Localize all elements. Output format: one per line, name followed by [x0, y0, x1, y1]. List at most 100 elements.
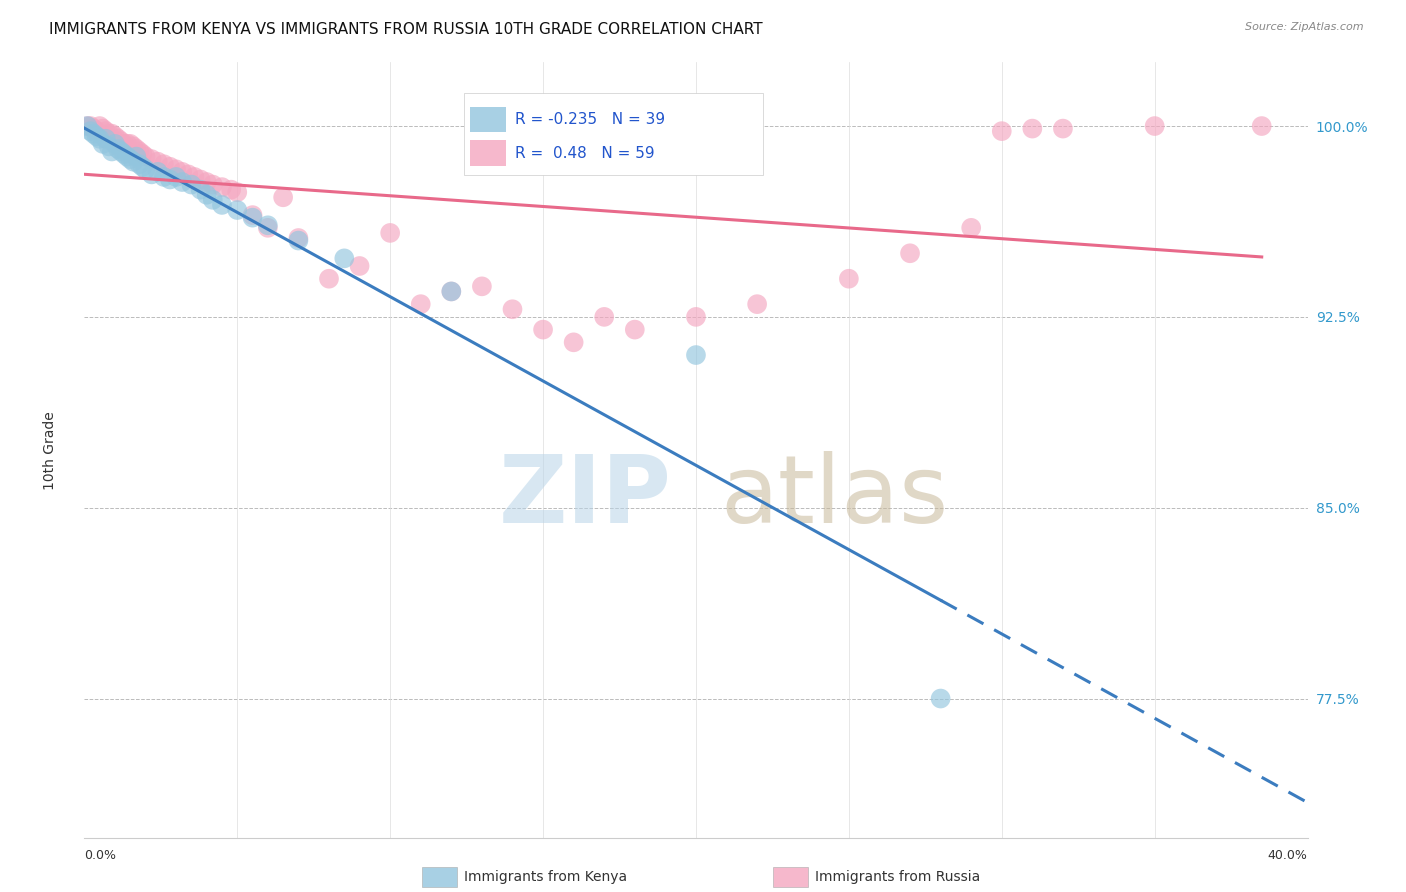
Point: [97, 139, 120, 153]
Point: [120, 136, 142, 151]
Point: [177, 168, 200, 182]
Text: 10th Grade: 10th Grade: [44, 411, 58, 490]
Point: [104, 129, 127, 144]
Point: [94, 124, 117, 138]
Point: [333, 252, 356, 266]
Point: [112, 136, 135, 151]
Point: [120, 152, 142, 166]
Point: [159, 172, 181, 186]
Point: [190, 183, 212, 197]
Point: [318, 271, 340, 285]
Point: [747, 297, 769, 311]
Point: [141, 152, 163, 166]
Point: [183, 169, 205, 184]
Point: [624, 323, 647, 337]
Point: [190, 172, 212, 186]
Point: [242, 211, 264, 225]
Text: 0.0%: 0.0%: [84, 848, 117, 862]
Point: [531, 323, 554, 337]
Point: [287, 231, 309, 245]
Point: [83, 121, 105, 136]
Point: [562, 335, 585, 350]
Point: [226, 202, 249, 217]
Point: [146, 154, 169, 169]
Text: IMMIGRANTS FROM KENYA VS IMMIGRANTS FROM RUSSIA 10TH GRADE CORRELATION CHART: IMMIGRANTS FROM KENYA VS IMMIGRANTS FROM…: [49, 22, 763, 37]
Text: Immigrants from Russia: Immigrants from Russia: [815, 870, 981, 884]
Point: [159, 160, 181, 174]
Point: [128, 145, 150, 159]
Point: [257, 219, 280, 233]
Point: [86, 129, 108, 144]
Point: [83, 127, 105, 141]
Point: [287, 234, 309, 248]
Point: [115, 136, 138, 151]
Point: [79, 119, 101, 133]
Text: R = -0.235   N = 39: R = -0.235 N = 39: [515, 112, 665, 127]
Point: [91, 121, 114, 136]
Point: [146, 165, 169, 179]
Point: [153, 169, 176, 184]
Point: [409, 297, 432, 311]
Point: [219, 183, 242, 197]
Point: [135, 162, 157, 177]
Point: [110, 134, 132, 148]
Point: [685, 310, 707, 324]
Text: Immigrants from Kenya: Immigrants from Kenya: [464, 870, 627, 884]
Point: [135, 150, 157, 164]
Point: [1052, 121, 1074, 136]
Point: [97, 127, 120, 141]
Point: [131, 160, 153, 174]
Point: [195, 187, 218, 202]
Point: [89, 132, 111, 146]
Bar: [470, 140, 506, 166]
Point: [110, 145, 132, 159]
Point: [125, 142, 148, 156]
Point: [349, 259, 371, 273]
Point: [1021, 121, 1043, 136]
Text: 40.0%: 40.0%: [1268, 848, 1308, 862]
Point: [226, 185, 249, 199]
Point: [76, 119, 98, 133]
Point: [211, 180, 233, 194]
Point: [122, 139, 145, 153]
Point: [101, 127, 124, 141]
Text: Source: ZipAtlas.com: Source: ZipAtlas.com: [1246, 22, 1364, 32]
Point: [115, 150, 138, 164]
Point: [172, 175, 194, 189]
Point: [440, 285, 463, 299]
Point: [86, 124, 108, 138]
Point: [153, 157, 176, 171]
Point: [211, 198, 233, 212]
Text: ZIP: ZIP: [499, 451, 672, 543]
Text: atlas: atlas: [720, 451, 949, 543]
Point: [89, 119, 111, 133]
Point: [128, 157, 150, 171]
Point: [685, 348, 707, 362]
Point: [94, 132, 117, 146]
Point: [380, 226, 402, 240]
Point: [201, 193, 224, 207]
Point: [131, 147, 153, 161]
Point: [180, 178, 202, 192]
Point: [125, 150, 148, 164]
Point: [960, 220, 983, 235]
Point: [898, 246, 921, 260]
Point: [991, 124, 1014, 138]
Point: [165, 162, 187, 177]
Point: [242, 208, 264, 222]
Point: [1143, 119, 1166, 133]
Point: [838, 271, 860, 285]
Point: [122, 154, 145, 169]
Point: [91, 136, 114, 151]
Bar: [470, 107, 506, 132]
FancyBboxPatch shape: [464, 94, 763, 175]
Point: [172, 165, 194, 179]
Text: R =  0.48   N = 59: R = 0.48 N = 59: [515, 145, 655, 161]
Point: [107, 132, 129, 146]
Point: [112, 147, 135, 161]
Point: [195, 175, 218, 189]
Point: [929, 691, 952, 706]
Point: [76, 119, 98, 133]
Point: [257, 220, 280, 235]
Point: [201, 178, 224, 192]
